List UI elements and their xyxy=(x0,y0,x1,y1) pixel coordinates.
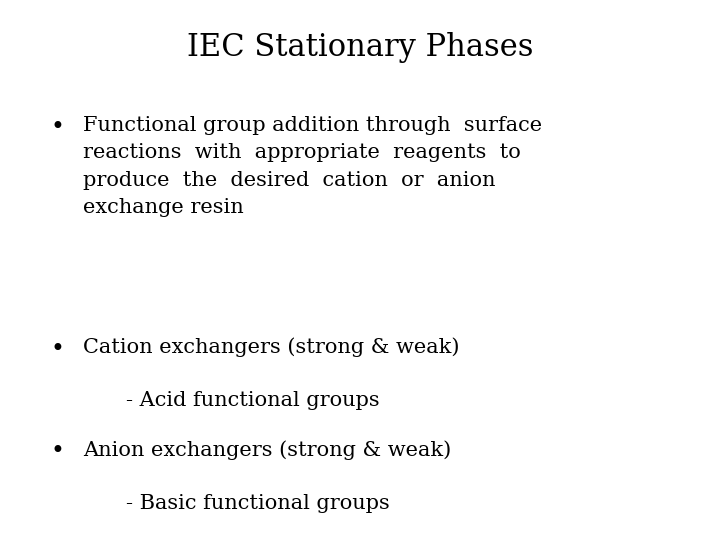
Text: Anion exchangers (strong & weak): Anion exchangers (strong & weak) xyxy=(83,440,451,460)
Text: Functional group addition through  surface
reactions  with  appropriate  reagent: Functional group addition through surfac… xyxy=(83,116,542,217)
Text: IEC Stationary Phases: IEC Stationary Phases xyxy=(186,32,534,63)
Text: •: • xyxy=(50,116,64,139)
Text: Cation exchangers (strong & weak): Cation exchangers (strong & weak) xyxy=(83,338,459,357)
Text: •: • xyxy=(50,440,64,463)
Text: •: • xyxy=(50,338,64,361)
Text: - Basic functional groups: - Basic functional groups xyxy=(126,494,390,513)
Text: - Acid functional groups: - Acid functional groups xyxy=(126,392,379,410)
